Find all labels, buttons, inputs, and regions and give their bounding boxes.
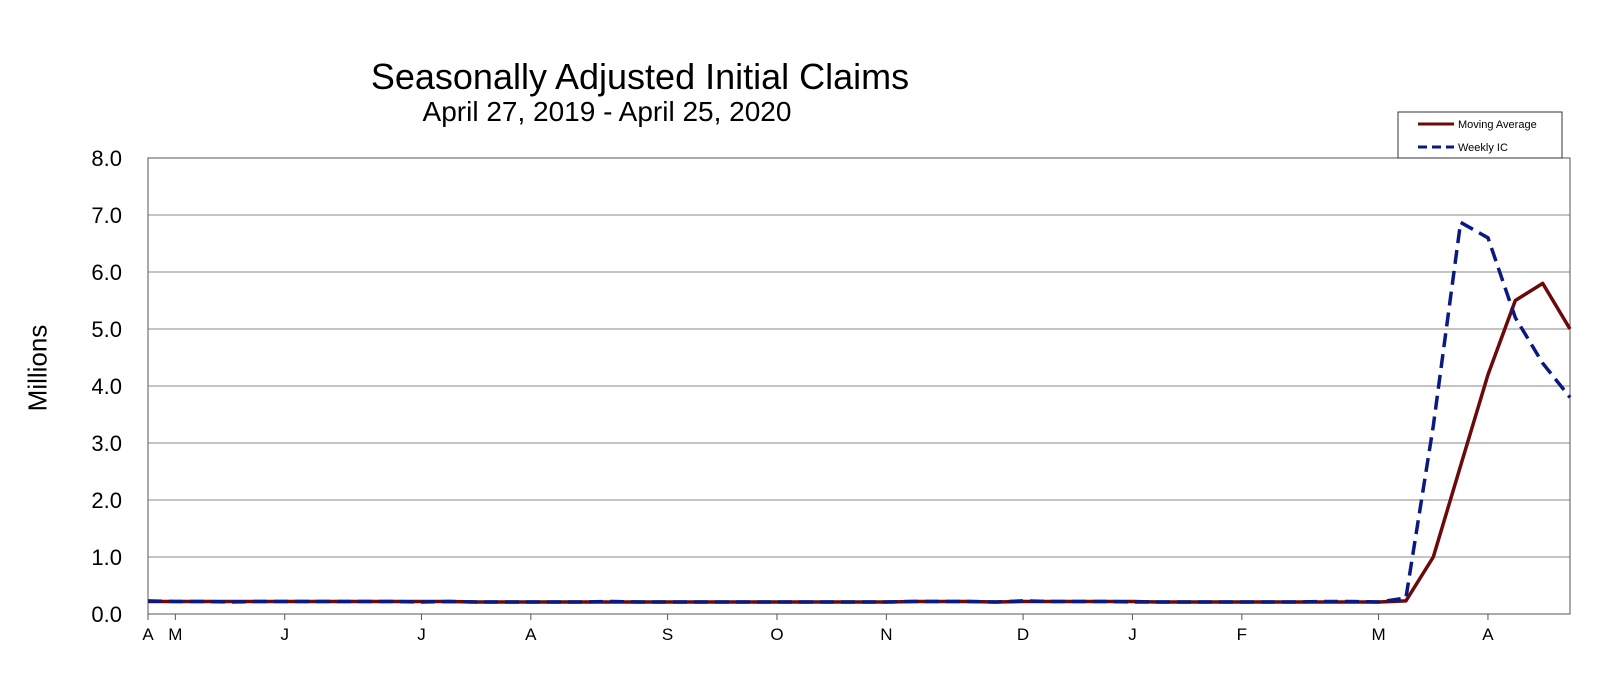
legend-label-moving-average: Moving Average — [1458, 119, 1537, 131]
x-tick-label: D — [1017, 625, 1029, 644]
x-tick-label: A — [525, 625, 537, 644]
y-tick-label: 0.0 — [91, 602, 122, 627]
y-axis-ticks: 0.0 1.0 2.0 3.0 4.0 5.0 6.0 7.0 8.0 — [91, 146, 122, 627]
x-tick-label: M — [1371, 625, 1385, 644]
y-tick-label: 7.0 — [91, 203, 122, 228]
y-tick-label: 4.0 — [91, 374, 122, 399]
x-tick-label: A — [142, 625, 154, 644]
legend-box — [1397, 111, 1563, 159]
x-tick-label: S — [662, 625, 673, 644]
y-tick-label: 2.0 — [91, 488, 122, 513]
chart-subtitle: April 27, 2019 - April 25, 2020 — [422, 96, 792, 127]
x-tick-label: O — [770, 625, 783, 644]
x-tick-label: J — [1128, 625, 1137, 644]
chart-title: Seasonally Adjusted Initial Claims — [370, 56, 910, 97]
x-tick-label: F — [1237, 625, 1247, 644]
x-tick-label: J — [417, 625, 426, 644]
y-tick-label: 3.0 — [91, 431, 122, 456]
x-tick-label: N — [880, 625, 892, 644]
y-tick-label: 8.0 — [91, 146, 122, 171]
x-tick-label: M — [168, 625, 182, 644]
series-line-weekly-ic — [147, 220, 1572, 604]
legend: Moving Average Weekly IC — [1397, 111, 1563, 159]
legend-label-weekly-ic: Weekly IC — [1458, 142, 1508, 154]
x-tick-label: J — [280, 625, 289, 644]
series-lines — [147, 220, 1572, 604]
y-tick-label: 5.0 — [91, 317, 122, 342]
x-tick-label: A — [1482, 625, 1494, 644]
y-tick-label: 1.0 — [91, 545, 122, 570]
y-tick-label: 6.0 — [91, 260, 122, 285]
plot-area-frame — [147, 157, 1571, 615]
grid-lines — [148, 214, 1570, 558]
